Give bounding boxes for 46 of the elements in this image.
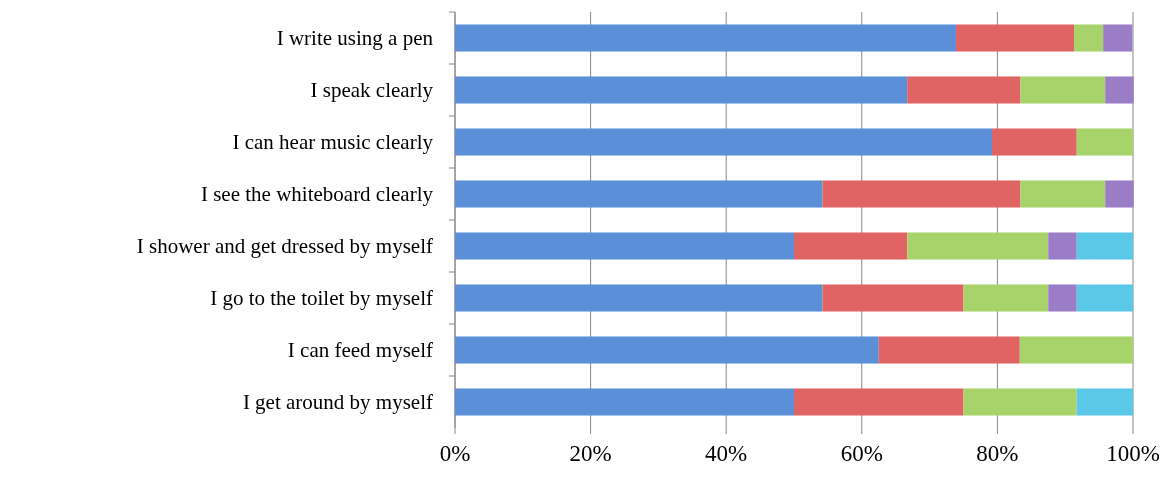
bar [963,284,1049,312]
x-tick-label: 60% [840,441,883,466]
bar [907,232,1049,260]
bar [907,76,1021,104]
bar [1076,388,1133,416]
bar [794,232,908,260]
x-tick-label: 20% [569,441,612,466]
bar [1076,284,1133,312]
y-tick-label: I get around by myself [242,390,433,415]
bar [956,24,1075,52]
y-tick-label: I can hear music clearly [232,130,434,155]
bar [1105,76,1134,104]
bar [822,284,964,312]
x-tick-label: 100% [1106,441,1160,466]
bar [1048,232,1077,260]
bar [455,336,879,364]
bar [455,128,992,156]
bar [455,388,794,416]
bar [1105,180,1134,208]
bar [794,388,964,416]
bar [1076,232,1133,260]
bar [455,180,823,208]
bar [1020,180,1106,208]
y-tick-label: I can feed myself [287,338,433,363]
x-tick-label: 40% [705,441,748,466]
y-tick-label: I write using a pen [276,26,434,51]
bar [455,232,794,260]
x-tick-label: 0% [439,441,471,466]
bar [1076,128,1133,156]
bar [1019,336,1133,364]
bar [963,388,1077,416]
bar [822,180,1021,208]
x-tick-label: 80% [976,441,1019,466]
bar [1020,76,1106,104]
bar [455,76,908,104]
y-tick-label: I see the whiteboard clearly [200,182,434,207]
bar [1048,284,1077,312]
bar [1074,24,1104,52]
y-tick-label: I go to the toilet by myself [210,286,434,311]
bar [455,284,823,312]
y-tick-label: I speak clearly [310,78,434,103]
bar [1103,24,1133,52]
bar [991,128,1077,156]
bar [455,24,957,52]
y-tick-label: I shower and get dressed by myself [136,234,433,259]
bar [878,336,1020,364]
